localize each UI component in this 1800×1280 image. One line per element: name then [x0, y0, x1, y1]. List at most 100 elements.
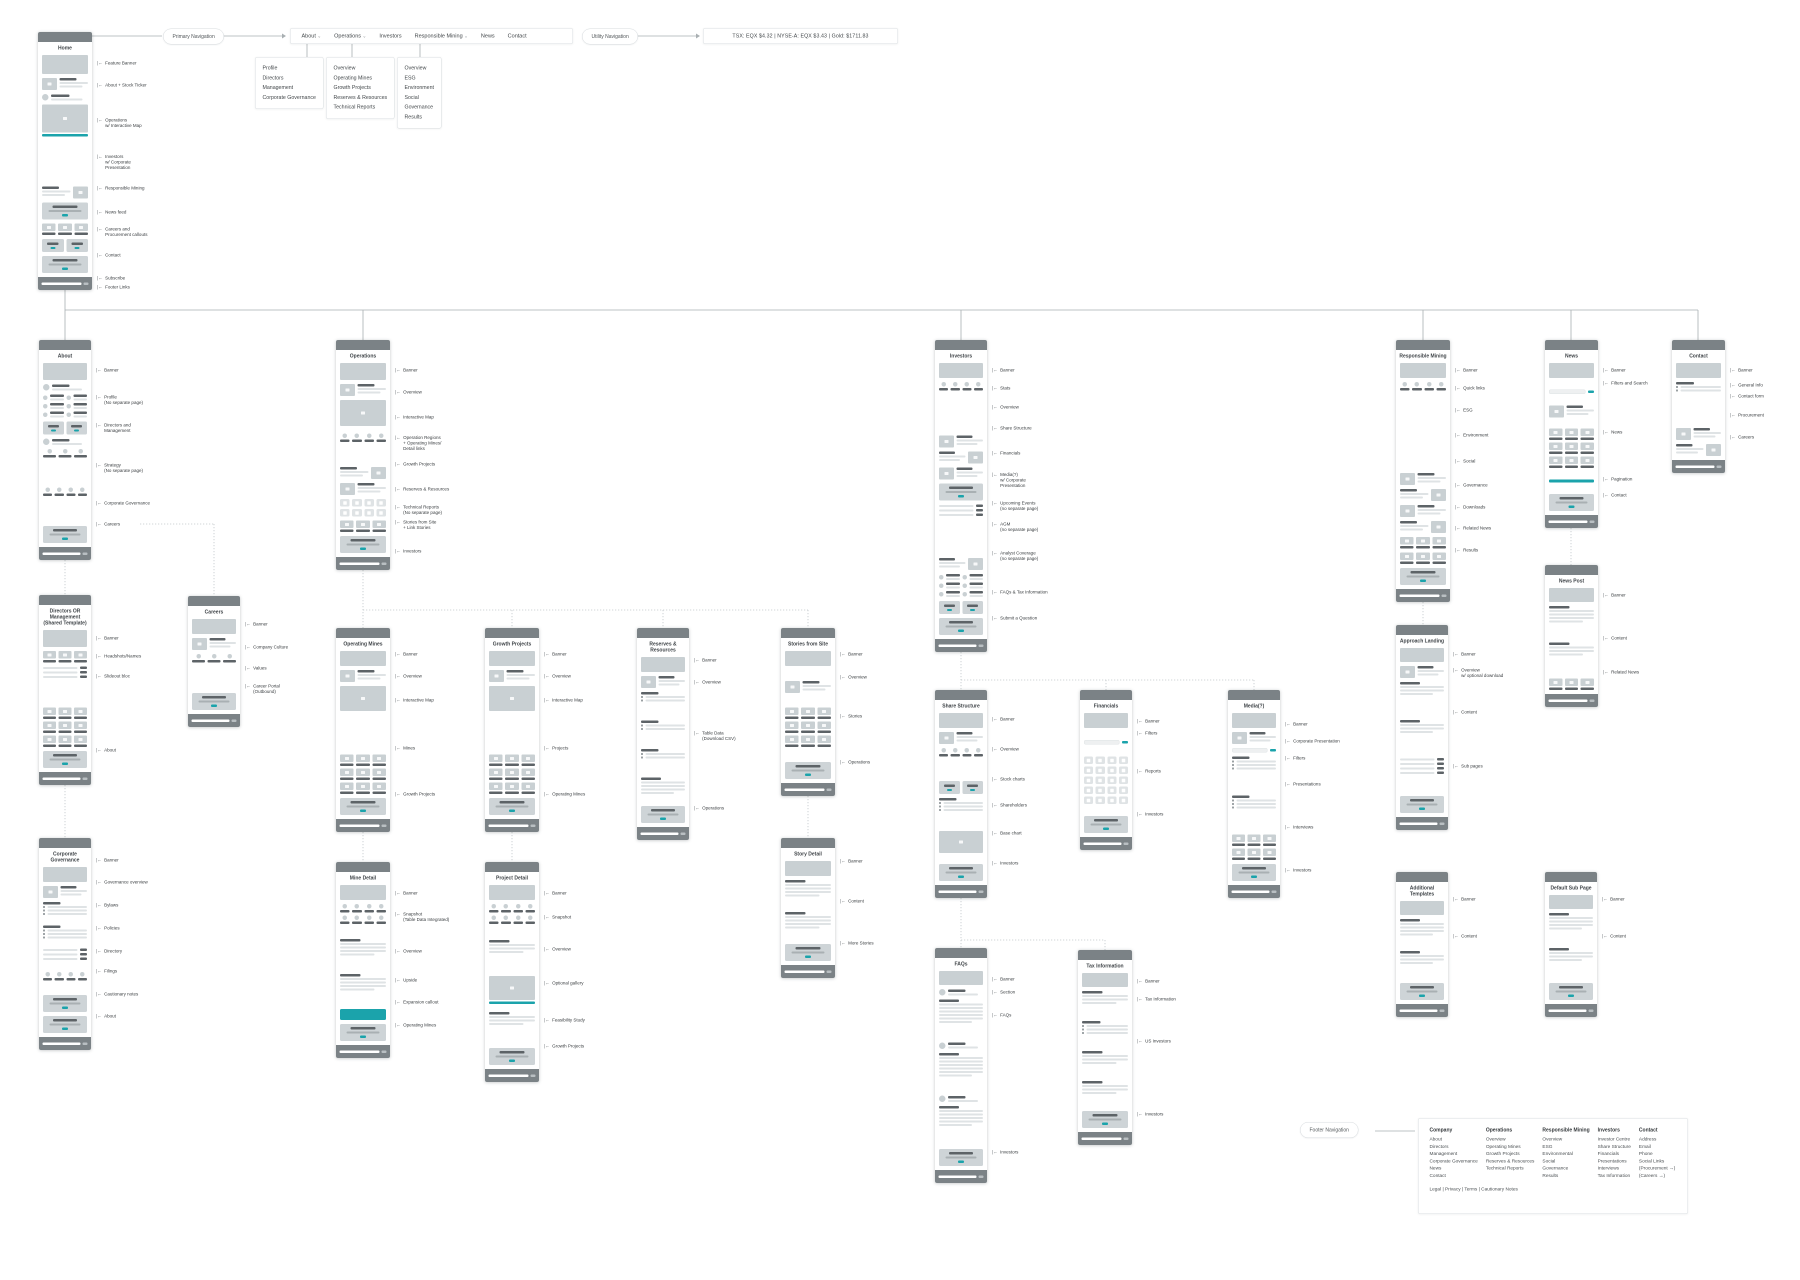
annotation-arrow-icon: |←: [1603, 476, 1609, 482]
callout-tile: [43, 421, 64, 435]
text-lines: [1400, 767, 1435, 770]
card-additional-templates[interactable]: Additional Templates: [1396, 872, 1448, 1017]
cta-callout: [939, 864, 983, 881]
footer-link: Overview: [1485, 1136, 1506, 1143]
card-stories-from-site[interactable]: Stories from Site: [781, 628, 835, 796]
card-media[interactable]: Media(?): [1228, 690, 1280, 898]
wireframe-line: [80, 675, 87, 678]
annotation-news-4: |← Contact: [1603, 492, 1627, 498]
annotation-label-line: Procurement: [1738, 412, 1764, 418]
card-reserves-resources[interactable]: Reserves & Resources: [637, 628, 689, 840]
image-placeholder: [1400, 552, 1414, 560]
annotation-arrow-icon: |←: [96, 394, 102, 400]
card-mine-detail[interactable]: Mine Detail: [336, 862, 390, 1058]
bullet-icon: [939, 809, 941, 811]
stat-cell: [489, 915, 499, 924]
avatar-circle: [1426, 382, 1432, 387]
two-col-people-grid: [43, 394, 87, 418]
primary-navigation-bar[interactable]: About ⌄ Operations ⌄ Investors Responsible Mi…: [290, 28, 573, 44]
card-operations[interactable]: Operations: [336, 340, 390, 570]
annotation-arrow-icon: |←: [1603, 429, 1609, 435]
card-careers[interactable]: Careers: [188, 596, 240, 727]
text-lines: [73, 411, 87, 418]
footer-input-line: [41, 282, 82, 285]
annotation-arrow-icon: |←: [1453, 651, 1459, 657]
card-home[interactable]: Home: [38, 32, 92, 290]
annotation-label: Filters: [1293, 755, 1305, 761]
wireframe-line: [489, 1023, 524, 1025]
avatar-circle: [939, 591, 944, 597]
footer-link: About: [1429, 1136, 1442, 1143]
cta-callout: [939, 483, 983, 501]
card-project-detail[interactable]: Project Detail: [485, 862, 539, 1082]
annotation-additional-templates-0: |← Banner: [1453, 896, 1476, 902]
card-title: Contact: [1672, 350, 1725, 360]
annotation-arrow-icon: |←: [1285, 738, 1291, 744]
annotation-label: Banner: [1145, 978, 1160, 984]
primary-navigation-pill[interactable]: Primary Navigation: [163, 28, 225, 45]
wireframe-line: [1400, 933, 1433, 936]
dropdown-about[interactable]: Profile Directors Management Corporate Gove…: [255, 57, 324, 109]
wireframe-line: [948, 1099, 978, 1102]
card-wireframe-body: [39, 864, 91, 1038]
bullet-row: [43, 929, 87, 932]
card-responsible-mining[interactable]: Responsible Mining: [1396, 340, 1450, 602]
card-corporate-governance[interactable]: Corporate Governance: [39, 838, 91, 1050]
card-news[interactable]: News: [1545, 340, 1598, 528]
card-about[interactable]: About: [39, 340, 91, 560]
card-operating-mines[interactable]: Operating Mines: [336, 628, 390, 832]
dropdown-operations[interactable]: Overview Operating Mines Growth Projects Re…: [326, 57, 395, 119]
card-directors-management[interactable]: Directors OR Management (Shared Template): [39, 595, 91, 785]
annotation-responsible-mining-0: |← Banner: [1455, 367, 1478, 373]
card-approach-landing[interactable]: Approach Landing: [1396, 625, 1448, 830]
card-tax-information[interactable]: Tax Information: [1078, 950, 1132, 1145]
wireframe-line: [1400, 962, 1433, 964]
card-faqs[interactable]: FAQs: [935, 948, 987, 1183]
card-growth-projects[interactable]: Growth Projects: [485, 628, 539, 832]
annotation-arrow-icon: |←: [96, 968, 102, 974]
annotation-home-2: |← Operations w/ Interactive Map: [97, 118, 142, 129]
image-placeholder: [43, 735, 56, 743]
dropdown-item: Environment: [404, 84, 434, 91]
annotation-label: Filings: [104, 968, 117, 974]
dropdown-item: Growth Projects: [333, 84, 371, 91]
annotation-label: Directors and Management: [104, 423, 131, 434]
avatar-circle: [45, 971, 50, 977]
image-placeholder: [372, 754, 386, 762]
footer-navigation-pill[interactable]: Footer Navigation: [1300, 1122, 1359, 1138]
card-footer-bar: [485, 1069, 539, 1082]
bullet-row: [641, 753, 685, 755]
wireframe-line: [939, 459, 961, 461]
card-default-sub-page[interactable]: Default Sub Page: [1545, 872, 1597, 1017]
cta-callout: [340, 1024, 386, 1041]
cta-heading-bar: [1559, 986, 1583, 989]
footer-navigation-box[interactable]: Company About Directors Management Corporate…: [1418, 1118, 1688, 1214]
image-placeholder: [939, 831, 983, 853]
annotation-label: Banner: [552, 890, 567, 896]
wireframe-line: [52, 442, 82, 445]
nav-item-label: Responsible Mining: [414, 33, 463, 39]
card-investors[interactable]: Investors: [935, 340, 987, 652]
footer-link: ESG: [1542, 1143, 1553, 1150]
stock-ticker-box[interactable]: TSX: EQX $4.32 | NYSE-A: EQX $3.43 | Gol…: [703, 28, 898, 44]
footer-link: Governance: [1542, 1165, 1569, 1172]
cta-callout: [641, 806, 685, 823]
annotation-operations-8: |← Investors: [395, 548, 421, 554]
annotation-arrow-icon: |←: [1285, 824, 1291, 830]
annotation-share-structure-3: |← Shareholders: [992, 802, 1027, 808]
bullet-list: [641, 692, 685, 717]
card-news-post[interactable]: News Post: [1545, 565, 1598, 707]
card-story-detail[interactable]: Story Detail: [781, 838, 835, 978]
annotation-arrow-icon: |←: [395, 673, 401, 679]
annotation-label-line: Overview: [552, 673, 571, 679]
dropdown-responsible-mining[interactable]: Overview ESG Environment Social Governance Re…: [397, 57, 442, 129]
card-financials[interactable]: Financials: [1080, 690, 1132, 850]
annotation-careers-0: |← Banner: [245, 621, 268, 627]
text-lines: [939, 451, 966, 461]
card-share-structure[interactable]: Share Structure: [935, 690, 987, 898]
utility-navigation-pill[interactable]: Utility Navigation: [582, 28, 639, 45]
text-media-row: [939, 558, 983, 570]
card-contact[interactable]: Contact: [1672, 340, 1725, 473]
annotation-label-line: Banner: [403, 367, 418, 373]
person-row: [939, 989, 983, 996]
